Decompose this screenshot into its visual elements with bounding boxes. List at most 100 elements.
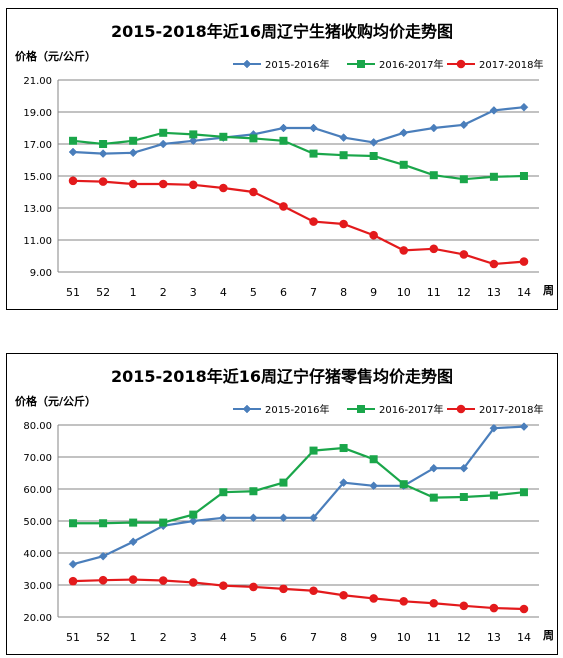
data-point	[188, 180, 198, 190]
data-point	[128, 148, 138, 158]
legend-item: 2017-2018年	[447, 403, 544, 416]
data-point	[188, 516, 198, 526]
x-tick-label: 3	[190, 631, 197, 644]
y-tick-label: 60.00	[23, 485, 52, 496]
x-tick-label: 9	[370, 631, 377, 644]
data-point	[249, 187, 258, 197]
chart-panel-1: 2015-2018年近16周辽宁生猪收购均价走势图 价格（元/公斤） 9.00 11.…	[6, 8, 558, 310]
data-point	[519, 488, 528, 497]
data-point	[339, 133, 348, 142]
data-point	[279, 478, 288, 487]
y-axis-label: 价格（元/公斤）	[15, 49, 96, 63]
data-point	[219, 581, 228, 590]
data-point	[369, 138, 379, 147]
data-point	[249, 487, 258, 496]
data-point	[188, 136, 198, 146]
data-point	[309, 123, 318, 133]
data-point	[218, 513, 228, 523]
x-tick-label: 2	[160, 286, 167, 299]
data-point	[68, 576, 78, 586]
data-point	[429, 598, 439, 608]
series-line-3	[73, 179, 525, 266]
data-point	[249, 582, 258, 592]
data-point	[429, 463, 439, 473]
data-point	[489, 423, 499, 433]
y-axis-label: 价格（元/公斤）	[15, 394, 96, 408]
data-point	[369, 230, 378, 240]
data-point	[429, 123, 439, 133]
data-point	[489, 259, 499, 269]
data-point	[159, 518, 168, 527]
data-point	[519, 102, 529, 112]
x-tick-label: 5	[250, 631, 257, 644]
data-point	[369, 594, 378, 603]
data-point	[339, 151, 348, 160]
x-tick-label: 9	[370, 286, 377, 299]
data-point	[309, 586, 318, 596]
series-line-1	[72, 106, 525, 155]
data-point	[489, 106, 499, 115]
data-point	[339, 590, 348, 600]
chart-title: 2015-2018年近16周辽宁生猪收购均价走势图	[111, 22, 453, 41]
legend-marker	[242, 404, 252, 414]
x-tick-label: 51	[66, 631, 80, 644]
data-point	[98, 149, 108, 158]
data-point	[249, 513, 258, 523]
legend-item: 2016-2017年	[347, 403, 444, 416]
y-tick-label: 50.00	[23, 517, 52, 528]
x-tick-label: 14	[517, 286, 531, 299]
data-point	[279, 584, 288, 594]
data-point	[279, 202, 288, 211]
data-point	[159, 128, 168, 137]
series-line-1	[72, 425, 525, 566]
series-line-2	[72, 131, 524, 181]
data-point	[309, 217, 318, 226]
legend-label: 2015-2016年	[265, 403, 330, 416]
data-point	[399, 480, 408, 489]
x-tick-label: 8	[340, 286, 347, 299]
data-point	[339, 478, 348, 487]
data-point	[459, 601, 469, 611]
data-point	[369, 481, 379, 491]
legend-item: 2015-2016年	[233, 58, 330, 71]
data-point	[129, 518, 138, 527]
data-point	[188, 578, 198, 587]
y-tick-label: 30.00	[23, 581, 52, 592]
data-point	[158, 139, 168, 149]
data-point	[158, 179, 168, 189]
data-point	[459, 493, 468, 501]
y-tick-label: 21.00	[23, 76, 52, 87]
data-point	[309, 149, 318, 158]
x-tick-label: 13	[487, 631, 501, 644]
data-point	[98, 177, 108, 186]
legend-marker	[456, 404, 466, 414]
chart-title: 2015-2018年近16周辽宁仔猪零售均价走势图	[111, 367, 453, 386]
y-tick-label: 15.00	[23, 172, 52, 183]
x-axis-label: 周	[543, 284, 554, 297]
data-point	[429, 244, 439, 254]
data-point	[129, 136, 138, 145]
x-tick-label: 12	[457, 286, 471, 299]
data-point	[489, 172, 498, 181]
x-tick-label: 51	[66, 286, 80, 299]
data-point	[128, 537, 138, 547]
chart-panel-2: 2015-2018年近16周辽宁仔猪零售均价走势图 价格（元/公斤） 20.00 30…	[6, 353, 558, 655]
legend-label: 2017-2018年	[479, 58, 544, 71]
data-point	[249, 134, 258, 143]
x-tick-label: 2	[160, 631, 167, 644]
y-tick-label: 40.00	[23, 549, 52, 560]
y-tick-label: 13.00	[23, 204, 52, 215]
x-tick-label: 14	[517, 631, 531, 644]
data-point	[369, 455, 378, 464]
series-line-3	[72, 578, 525, 611]
data-point	[99, 140, 108, 148]
x-tick-label: 52	[96, 631, 110, 644]
data-point	[68, 147, 78, 157]
x-tick-label: 3	[190, 286, 197, 299]
data-point	[309, 446, 318, 455]
data-point	[339, 219, 348, 229]
data-point	[459, 463, 469, 473]
legend-item: 2016-2017年	[347, 58, 444, 71]
data-point	[98, 551, 108, 561]
legend-item: 2015-2016年	[233, 403, 330, 416]
